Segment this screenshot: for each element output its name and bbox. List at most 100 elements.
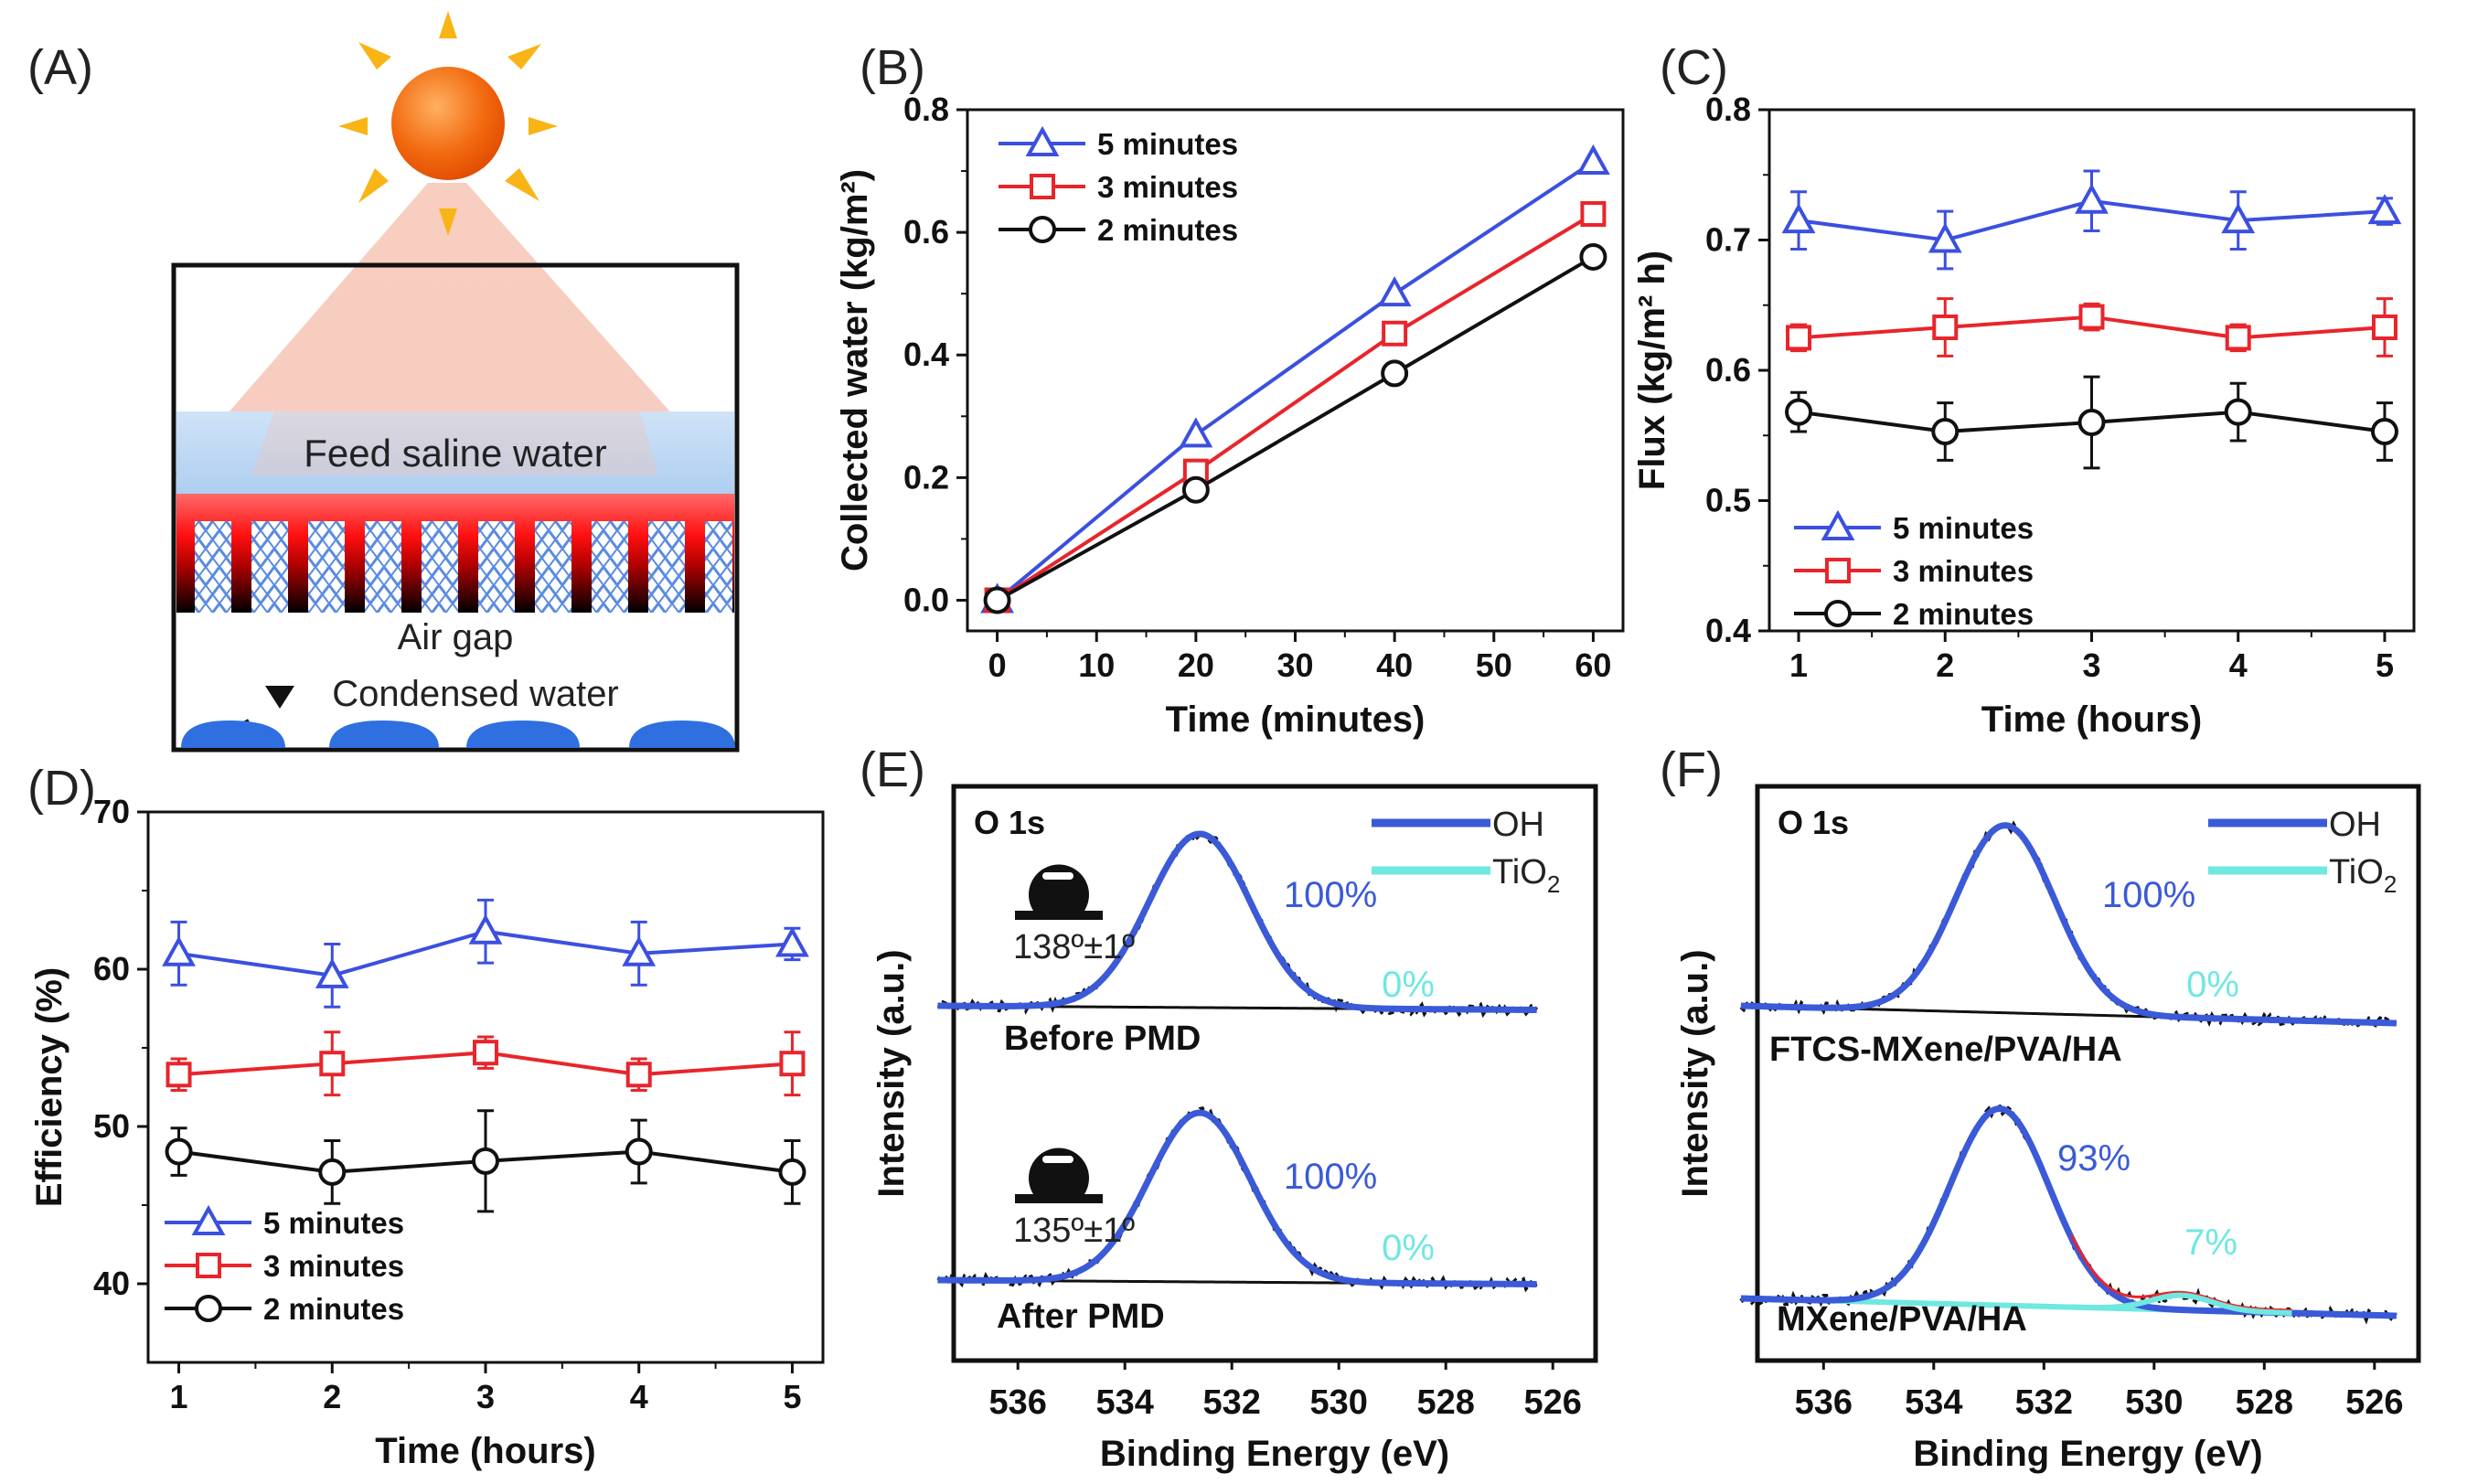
substrate-bar (1015, 911, 1103, 920)
data-point (1785, 398, 1813, 426)
oh-percent: 100% (2102, 875, 2195, 915)
oh-fit (937, 830, 1537, 1013)
legend-marker (1825, 558, 1851, 583)
data-point (779, 1051, 806, 1077)
panel-label-f: (F) (1660, 742, 1723, 797)
panel-label-c: (C) (1660, 40, 1728, 95)
y-axis-label: Flux (kg/m² h) (1632, 251, 1672, 490)
legend-label: TiO2 (1492, 853, 1560, 898)
data-point (2221, 203, 2256, 234)
data-point (1931, 417, 1960, 445)
legend-marker (196, 1253, 221, 1278)
x-tick-label: 40 (1376, 646, 1413, 684)
water-droplet-icon (1029, 864, 1089, 911)
legend-marker (1824, 600, 1852, 627)
data-point (166, 1062, 192, 1088)
x-tick-label: 526 (2345, 1383, 2403, 1422)
x-tick-label: 536 (988, 1383, 1046, 1422)
x-axis-label: Binding Energy (eV) (1913, 1434, 2262, 1474)
data-point (2077, 409, 2106, 436)
oh-fit (1740, 822, 2397, 1027)
chart-b-collected-water: 0 10 20 30 40 50 60 0.0 0.2 0.4 0.6 0.8 Time (minute… (835, 91, 1625, 740)
panel-label-d: (D) (27, 761, 96, 816)
chart-d-efficiency: 1 2 3 4 5 40 50 60 70 Time (hours) Efficiency (%) 5… (29, 793, 825, 1471)
x-tick-label: 1 (1789, 646, 1808, 684)
data-point (1382, 320, 1408, 347)
droplet-highlight (1042, 872, 1073, 880)
data-point (2078, 304, 2105, 330)
data-point (162, 935, 196, 966)
y-tick-label: 0.6 (1705, 351, 1751, 389)
legend-item: 2 minutes (165, 1292, 404, 1326)
y-tick-label: 70 (93, 793, 130, 830)
y-tick-label: 0.7 (1705, 221, 1751, 259)
x-axis-label: Time (hours) (375, 1431, 596, 1471)
legend-label: 5 minutes (1097, 127, 1238, 161)
legend-label: OH (2329, 806, 2381, 844)
series-line (996, 160, 1595, 603)
data-point (622, 935, 657, 966)
spectrum-label: MXene/PVA/HA (1777, 1300, 2027, 1339)
data-point (319, 1051, 346, 1077)
panel-a-schematic: (A) Feed saline water (27, 11, 740, 753)
legend-label: 3 minutes (1097, 170, 1238, 204)
x-tick-label: 20 (1178, 646, 1214, 684)
y-axis-label: Intensity (a.u.) (1675, 949, 1715, 1197)
series-line (996, 212, 1595, 603)
legend-label: 3 minutes (263, 1249, 404, 1283)
legend-item: 5 minutes (999, 125, 1238, 161)
legend-item: 3 minutes (165, 1249, 404, 1283)
y-tick-label: 0.4 (1705, 612, 1751, 649)
legend-label: 2 minutes (1893, 597, 2034, 631)
tio2-fit (2071, 1292, 2292, 1316)
legend-label: 3 minutes (1893, 554, 2034, 588)
x-tick-label: 2 (1936, 646, 1954, 684)
device-box (171, 262, 740, 753)
data-point (1781, 203, 1816, 234)
data-point (1928, 222, 1962, 253)
legend-label: 2 minutes (1097, 213, 1238, 247)
legend-label: 5 minutes (263, 1206, 404, 1240)
spectrum-1: 100%0% After PMD 135º±1º (936, 1105, 1539, 1336)
series-5-minutes (1781, 169, 2402, 271)
x-tick-label: 5 (783, 1378, 801, 1415)
data-point (2371, 314, 2398, 340)
y-tick-label: 0.4 (903, 336, 949, 373)
oh-fit (937, 1109, 1537, 1287)
y-tick-label: 0.0 (903, 581, 949, 618)
x-tick-label: 50 (1476, 646, 1512, 684)
spectrum-label: After PMD (997, 1297, 1165, 1336)
y-tick-label: 40 (93, 1265, 130, 1302)
legend-marker (1025, 125, 1060, 156)
data-point (318, 1158, 347, 1186)
data-point (1181, 475, 1210, 504)
spectrum-title: O 1s (974, 804, 1045, 841)
tio2-percent: 0% (2186, 965, 2239, 1005)
panel-label-e: (E) (860, 742, 925, 797)
x-tick-label: 5 (2376, 646, 2394, 684)
data-point (983, 586, 1011, 614)
legend-label: 2 minutes (263, 1292, 404, 1326)
tio2-percent: 7% (2184, 1222, 2237, 1263)
series-3-minutes (1786, 297, 2398, 358)
y-axis-label: Collected water (kg/m²) (835, 169, 875, 571)
legend-marker (1030, 174, 1055, 199)
tio2-percent: 0% (1382, 1228, 1435, 1268)
feed-water-label: Feed saline water (304, 432, 607, 475)
x-tick-label: 532 (2015, 1383, 2073, 1422)
x-tick-label: 530 (1309, 1383, 1367, 1422)
y-tick-label: 0.2 (903, 458, 949, 496)
data-point (165, 1137, 193, 1166)
chart-f-xps-mxene: 536 534 532 530 528 526 Binding Energy (eV) Int… (1675, 784, 2421, 1474)
x-tick-label: 528 (1416, 1383, 1474, 1422)
x-tick-label: 4 (2229, 646, 2248, 684)
data-point (778, 1158, 806, 1186)
condensed-droplets (181, 721, 735, 748)
y-tick-label: 0.8 (1705, 91, 1751, 128)
spectrum-title: O 1s (1778, 804, 1849, 841)
legend-item: 2 minutes (1794, 597, 2034, 631)
y-tick-label: 0.8 (903, 91, 949, 128)
oh-percent: 100% (1284, 875, 1377, 915)
x-tick-label: 0 (988, 646, 1007, 684)
